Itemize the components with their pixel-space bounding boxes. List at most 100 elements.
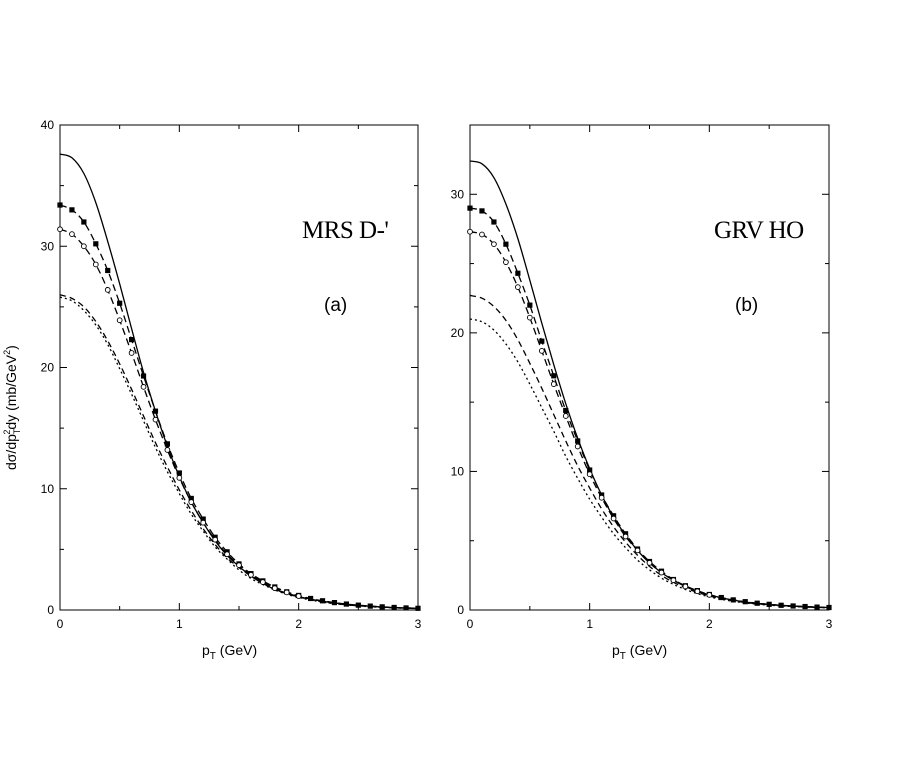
series-marker-circle — [634, 547, 641, 554]
series-marker-circle — [212, 536, 218, 543]
series-marker-square — [117, 300, 123, 306]
series-marker-square — [57, 202, 63, 208]
series-marker-square — [308, 595, 314, 602]
series-line-dash — [469, 294, 830, 609]
series-marker-square — [754, 600, 760, 606]
x-tick-label: 1 — [176, 617, 183, 631]
series-marker-circle — [503, 259, 509, 266]
series-marker-square — [503, 241, 509, 247]
panel-a-label: (a) — [324, 295, 347, 316]
series-marker-square — [415, 605, 421, 611]
series-marker-circle — [706, 592, 713, 598]
series-marker-circle — [610, 515, 617, 522]
series-marker-square — [826, 604, 832, 611]
series-marker-square — [319, 598, 326, 604]
series-marker-circle — [224, 551, 230, 558]
series-marker-circle — [586, 471, 593, 478]
series-marker-circle — [92, 261, 99, 268]
panel-a-ylabel: dσ/dpT2dy (mb/GeV2) — [2, 345, 22, 470]
x-tick-label: 0 — [57, 617, 64, 631]
series-marker-circle — [271, 585, 278, 592]
y-tick-label: 30 — [41, 239, 55, 253]
series-marker-circle — [283, 589, 290, 596]
x-tick-label: 3 — [415, 617, 422, 631]
y-tick-label: 20 — [451, 326, 465, 340]
series-marker-square — [367, 603, 373, 609]
series-marker-square — [81, 219, 87, 225]
series-marker-circle — [116, 317, 123, 324]
series-marker-square — [343, 601, 349, 607]
series-marker-square — [391, 604, 397, 611]
series-marker-square — [730, 597, 736, 603]
series-marker-square — [814, 604, 820, 610]
series-marker-circle — [550, 381, 557, 387]
panel-a-title: MRS D-' — [302, 217, 388, 244]
series-marker-circle — [598, 494, 605, 501]
series-marker-square — [379, 604, 385, 610]
y-tick-label: 10 — [451, 464, 465, 478]
series-marker-circle — [57, 226, 63, 233]
x-tick-label: 0 — [467, 617, 474, 631]
panel-a-xlabel: pT (GeV) — [202, 642, 257, 662]
series-marker-square — [129, 337, 135, 343]
series-marker-circle — [164, 447, 171, 453]
x-tick-label: 3 — [826, 617, 833, 631]
series-marker-square — [403, 605, 409, 611]
y-tick-label: 0 — [47, 603, 54, 617]
series-marker-circle — [526, 314, 533, 321]
series-marker-square — [491, 219, 497, 225]
series-marker-square — [778, 602, 784, 608]
series-marker-square — [188, 495, 194, 502]
series-marker-circle — [694, 588, 701, 595]
x-tick-label: 2 — [706, 617, 713, 631]
panel-b-title: GRV HO — [714, 217, 804, 244]
y-tick-label: 30 — [451, 187, 465, 201]
series-marker-square — [164, 441, 170, 447]
series-marker-circle — [646, 560, 653, 566]
series-line-dashed-filled-square — [469, 207, 830, 609]
series-marker-square — [105, 267, 111, 274]
series-marker-square — [563, 407, 569, 414]
series-marker-circle — [188, 499, 195, 505]
panel-b-frame — [469, 124, 830, 611]
series-marker-circle — [140, 384, 147, 390]
series-marker-circle — [248, 571, 254, 578]
x-tick-label: 2 — [295, 617, 302, 631]
series-marker-circle — [236, 562, 242, 568]
panel-b-xlabel: pT (GeV) — [612, 642, 667, 662]
series-marker-square — [790, 603, 796, 609]
series-marker-circle — [152, 416, 159, 423]
x-tick-label: 1 — [586, 617, 593, 631]
series-marker-square — [467, 205, 473, 211]
series-marker-circle — [562, 413, 569, 419]
series-marker-circle — [622, 533, 629, 540]
series-marker-square — [718, 594, 724, 601]
series-marker-square — [539, 338, 545, 344]
series-line-dashed-filled-square — [59, 204, 419, 609]
series-marker-circle — [295, 593, 302, 599]
series-marker-square — [515, 270, 521, 276]
series-marker-circle — [515, 284, 521, 290]
series-marker-square — [176, 470, 182, 476]
series-marker-square — [331, 600, 338, 606]
y-tick-label: 0 — [457, 603, 464, 617]
series-marker-square — [551, 373, 557, 379]
series-marker-square — [766, 601, 772, 607]
series-marker-circle — [658, 569, 665, 576]
y-tick-label: 20 — [41, 361, 55, 375]
series-marker-square — [742, 599, 748, 605]
series-marker-square — [575, 438, 581, 444]
series-marker-square — [355, 602, 361, 608]
y-tick-label: 40 — [41, 118, 55, 132]
series-marker-square — [93, 241, 99, 247]
panel-b-markers — [467, 205, 832, 611]
series-marker-square — [527, 302, 533, 308]
series-marker-circle — [69, 231, 75, 237]
series-marker-circle — [538, 348, 545, 354]
series-marker-square — [152, 408, 159, 414]
